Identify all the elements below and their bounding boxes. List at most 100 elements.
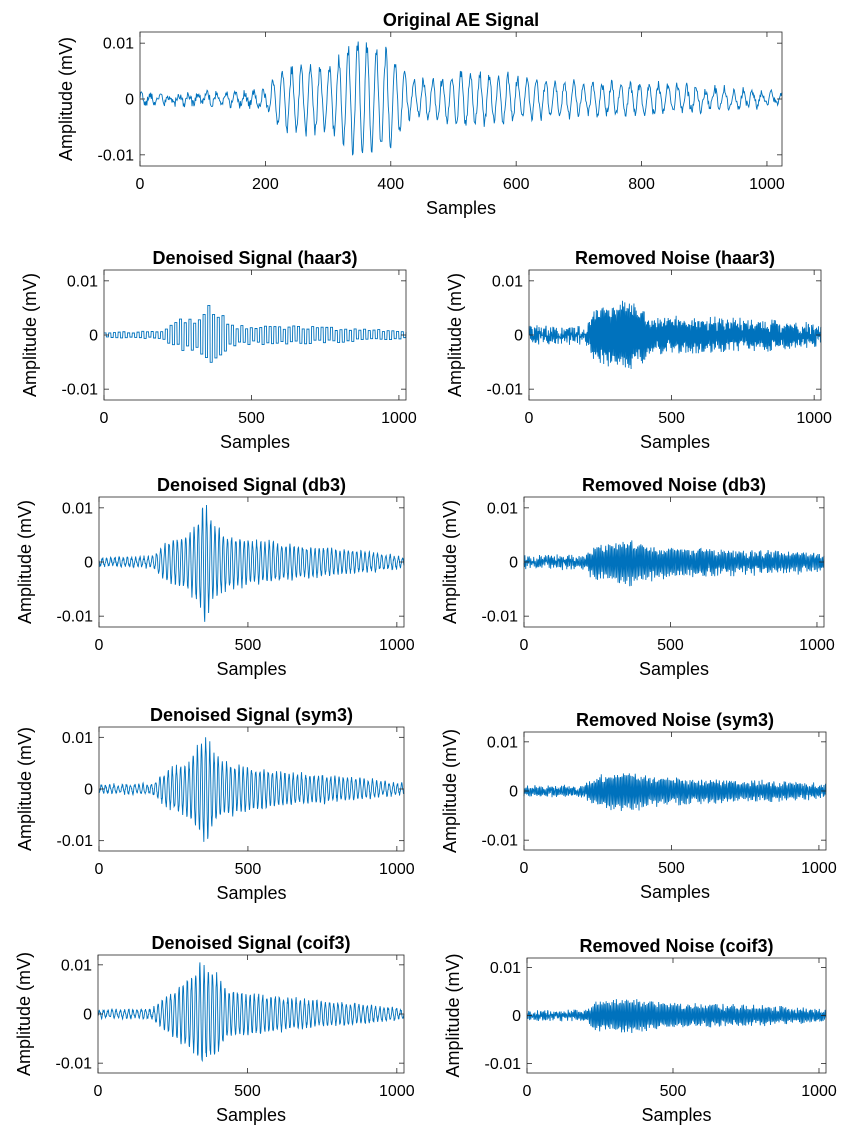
plot-area bbox=[99, 727, 404, 851]
x-axis-label: Samples bbox=[216, 659, 286, 679]
y-axis-label: Amplitude (mV) bbox=[445, 273, 465, 397]
x-axis-label: Samples bbox=[220, 432, 290, 452]
chart-title: Removed Noise (haar3) bbox=[575, 248, 775, 268]
x-tick-label: 0 bbox=[525, 410, 534, 427]
series-line bbox=[523, 540, 825, 587]
y-tick-label: -0.01 bbox=[62, 382, 99, 399]
series-line bbox=[523, 773, 827, 811]
chart-title: Denoised Signal (db3) bbox=[157, 475, 346, 495]
y-tick-label: 0 bbox=[509, 784, 518, 801]
x-axis-label: Samples bbox=[640, 882, 710, 902]
y-tick-label: 0.01 bbox=[103, 36, 134, 53]
x-tick-label: 1000 bbox=[379, 637, 415, 654]
x-tick-label: 500 bbox=[658, 410, 685, 427]
y-axis-label: Amplitude (mV) bbox=[440, 729, 460, 853]
y-tick-label: -0.01 bbox=[57, 833, 94, 850]
x-tick-label: 0 bbox=[100, 410, 109, 427]
x-tick-label: 1000 bbox=[379, 861, 415, 878]
y-tick-label: 0 bbox=[509, 555, 518, 572]
y-tick-label: 0 bbox=[89, 328, 98, 345]
x-tick-label: 1000 bbox=[749, 176, 785, 193]
y-tick-label: 0.01 bbox=[492, 273, 523, 290]
y-tick-label: -0.01 bbox=[56, 1056, 93, 1073]
y-tick-label: -0.01 bbox=[482, 833, 519, 850]
chart-title: Denoised Signal (sym3) bbox=[150, 705, 353, 725]
plot-area bbox=[140, 32, 782, 166]
x-axis-label: Samples bbox=[426, 198, 496, 218]
y-tick-label: -0.01 bbox=[57, 609, 94, 626]
chart-title: Removed Noise (db3) bbox=[582, 475, 766, 495]
y-tick-label: 0.01 bbox=[487, 734, 518, 751]
x-tick-label: 500 bbox=[657, 637, 684, 654]
x-axis-label: Samples bbox=[216, 883, 286, 903]
x-tick-label: 1000 bbox=[381, 410, 417, 427]
x-tick-label: 500 bbox=[234, 1083, 261, 1100]
x-tick-label: 1000 bbox=[379, 1083, 415, 1100]
series-line bbox=[98, 737, 405, 842]
x-tick-label: 1000 bbox=[801, 1083, 837, 1100]
x-tick-label: 500 bbox=[235, 861, 262, 878]
x-axis-label: Samples bbox=[641, 1105, 711, 1125]
chart-title: Denoised Signal (haar3) bbox=[152, 248, 357, 268]
series-line bbox=[528, 300, 822, 369]
series-line bbox=[526, 999, 827, 1033]
y-axis-label: Amplitude (mV) bbox=[440, 500, 460, 624]
series-line bbox=[104, 304, 407, 363]
x-tick-label: 0 bbox=[520, 637, 529, 654]
y-tick-label: 0 bbox=[84, 555, 93, 572]
x-tick-label: 1000 bbox=[796, 410, 832, 427]
y-axis-label: Amplitude (mV) bbox=[56, 37, 76, 161]
series-line bbox=[97, 962, 405, 1063]
series-line bbox=[139, 41, 783, 156]
x-axis-label: Samples bbox=[216, 1105, 286, 1125]
x-tick-label: 0 bbox=[95, 861, 104, 878]
x-tick-label: 0 bbox=[136, 176, 145, 193]
y-axis-label: Amplitude (mV) bbox=[14, 952, 34, 1076]
x-tick-label: 0 bbox=[95, 637, 104, 654]
x-tick-label: 0 bbox=[94, 1083, 103, 1100]
y-tick-label: 0.01 bbox=[67, 273, 98, 290]
y-tick-label: 0.01 bbox=[490, 960, 521, 977]
chart-title: Removed Noise (sym3) bbox=[576, 710, 774, 730]
chart-title: Denoised Signal (coif3) bbox=[151, 933, 350, 953]
y-axis-label: Amplitude (mV) bbox=[15, 500, 35, 624]
x-tick-label: 1000 bbox=[799, 637, 835, 654]
y-tick-label: 0 bbox=[83, 1007, 92, 1024]
y-tick-label: 0.01 bbox=[62, 730, 93, 747]
x-tick-label: 500 bbox=[235, 637, 262, 654]
y-axis-label: Amplitude (mV) bbox=[20, 273, 40, 397]
y-tick-label: 0 bbox=[512, 1008, 521, 1025]
y-tick-label: 0.01 bbox=[62, 500, 93, 517]
x-axis-label: Samples bbox=[639, 659, 709, 679]
x-tick-label: 0 bbox=[520, 860, 529, 877]
y-axis-label: Amplitude (mV) bbox=[15, 727, 35, 851]
y-tick-label: -0.01 bbox=[487, 382, 524, 399]
series-line bbox=[98, 504, 405, 622]
x-tick-label: 800 bbox=[628, 176, 655, 193]
x-tick-label: 200 bbox=[252, 176, 279, 193]
x-tick-label: 600 bbox=[503, 176, 530, 193]
y-tick-label: -0.01 bbox=[485, 1056, 522, 1073]
x-tick-label: 1000 bbox=[801, 860, 837, 877]
y-tick-label: 0.01 bbox=[61, 957, 92, 974]
x-tick-label: 500 bbox=[658, 860, 685, 877]
y-tick-label: 0 bbox=[125, 92, 134, 109]
x-tick-label: 0 bbox=[523, 1083, 532, 1100]
x-tick-label: 500 bbox=[660, 1083, 687, 1100]
y-axis-label: Amplitude (mV) bbox=[443, 953, 463, 1077]
y-tick-label: 0.01 bbox=[487, 500, 518, 517]
y-tick-label: 0 bbox=[84, 782, 93, 799]
y-tick-label: -0.01 bbox=[98, 147, 135, 164]
chart-title: Original AE Signal bbox=[383, 10, 539, 30]
x-axis-label: Samples bbox=[640, 432, 710, 452]
y-tick-label: -0.01 bbox=[482, 609, 519, 626]
